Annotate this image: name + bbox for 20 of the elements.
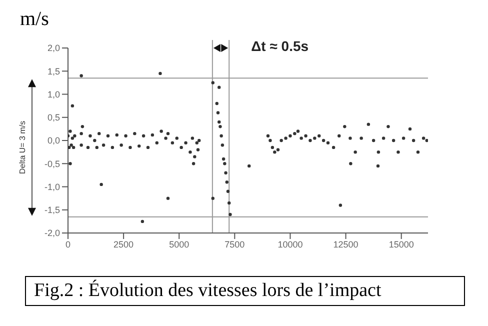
y-axis-title: m/s [20, 8, 49, 31]
y-tick-label: 2,0 [47, 43, 60, 54]
x-tick-label: 10000 [278, 239, 303, 250]
x-tick-label: 0 [65, 239, 71, 250]
y-tick-label: -1,5 [44, 205, 60, 216]
y-tick-label: -0,5 [44, 158, 60, 169]
y-tick-label: -1,0 [44, 182, 60, 192]
annotation: Δt ≈ 0.5s [251, 38, 309, 54]
x-tick-label: 7500 [224, 239, 245, 250]
x-tick-label: 15000 [388, 239, 414, 250]
x-tick-label: 12500 [333, 239, 358, 250]
text: Fig.2 : Évolution des vitesses lors de l’impact [25, 276, 465, 306]
y-tick-label: 1,0 [47, 89, 60, 100]
text: Delta U= 3 m/s [18, 120, 27, 174]
x-tick-label: 5000 [169, 239, 190, 250]
x-tick-label: 2500 [114, 239, 134, 250]
y-tick-label: 1,5 [47, 66, 60, 76]
y-tick-label: -2,0 [44, 228, 60, 238]
y-tick-label: 0,5 [47, 112, 60, 123]
y-tick-label: 0,0 [47, 136, 60, 146]
